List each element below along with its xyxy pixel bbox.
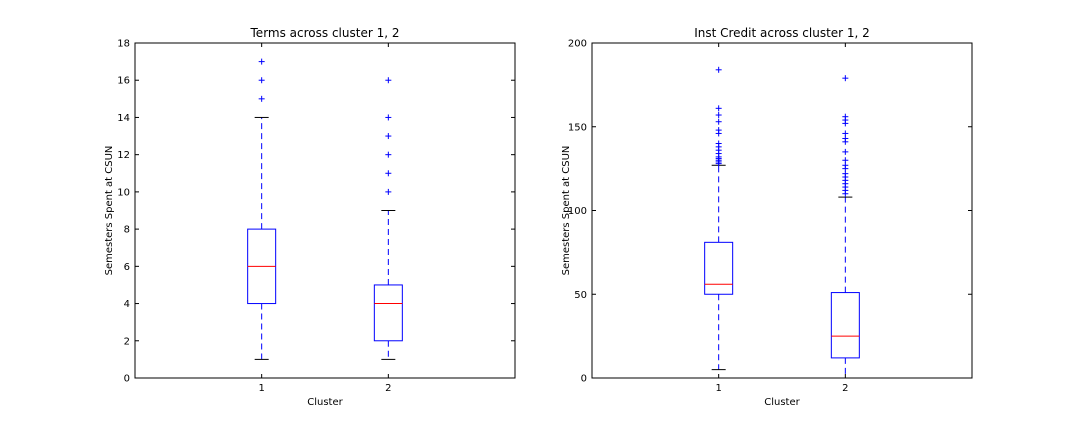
axes-frame: [591, 42, 973, 379]
y-tick-label: 200: [568, 39, 587, 50]
outlier-point: [715, 127, 722, 134]
outlier-point: [715, 105, 722, 112]
outlier-point: [715, 112, 722, 119]
outlier-point: [258, 58, 265, 65]
outlier-point: [258, 95, 265, 102]
outlier-point: [385, 114, 392, 121]
outlier-point: [842, 170, 849, 177]
chart-panel-2: Inst Credit across cluster 1, 2 0 50 100 150…: [561, 26, 973, 408]
outlier-point: [842, 135, 849, 142]
y-tick-label: 18: [117, 39, 130, 50]
box-plot-2: [830, 75, 860, 379]
y-tick-label: 12: [117, 150, 130, 161]
outlier-point: [842, 130, 849, 137]
y-tick-label: 50: [574, 290, 587, 301]
outlier-point: [715, 66, 722, 73]
outlier-point: [842, 157, 849, 164]
y-tick-label: 14: [117, 113, 130, 124]
y-tick-label: 100: [568, 206, 587, 217]
chart-title: Terms across cluster 1, 2: [250, 26, 400, 40]
iqr-box: [830, 292, 860, 359]
outlier-point: [385, 170, 392, 177]
outlier-point: [715, 118, 722, 125]
outlier-point: [842, 148, 849, 155]
y-tick-label: 16: [117, 76, 130, 87]
outlier-point: [842, 113, 849, 120]
x-tick-label: 1: [715, 383, 721, 394]
x-axis-label: Cluster: [307, 397, 343, 408]
x-tick-label: 2: [842, 383, 848, 394]
y-tick-label: 8: [124, 225, 130, 236]
iqr-box: [704, 241, 734, 295]
outlier-point: [842, 75, 849, 82]
y-tick-label: 10: [117, 187, 130, 198]
outlier-point: [715, 140, 722, 147]
x-axis-label: Cluster: [764, 397, 800, 408]
outlier-point: [385, 151, 392, 158]
box-plot-1: [247, 58, 277, 360]
outlier-point: [385, 133, 392, 140]
y-axis-label: Semesters Spent at CSUN: [104, 146, 115, 276]
y-tick-label: 6: [124, 262, 130, 273]
y-tick-label: 2: [124, 336, 130, 347]
outlier-point: [385, 188, 392, 195]
iqr-box: [373, 284, 403, 342]
x-tick-label: 1: [258, 383, 264, 394]
y-axis-label: Semesters Spent at CSUN: [561, 146, 572, 276]
y-tick-label: 0: [124, 374, 130, 385]
box-plot-1: [704, 66, 734, 371]
axes-frame: [134, 42, 516, 379]
chart-panel-1: Terms across cluster 1, 2024681012141618…: [104, 26, 516, 408]
outlier-point: [258, 77, 265, 84]
box-plot-2: [373, 77, 403, 360]
chart-title: Inst Credit across cluster 1, 2: [694, 26, 870, 40]
outlier-point: [385, 77, 392, 84]
y-tick-label: 150: [568, 122, 587, 133]
x-tick-label: 2: [385, 383, 391, 394]
y-tick-label: 0: [581, 374, 587, 385]
y-tick-label: 4: [124, 299, 130, 310]
outlier-point: [842, 162, 849, 169]
